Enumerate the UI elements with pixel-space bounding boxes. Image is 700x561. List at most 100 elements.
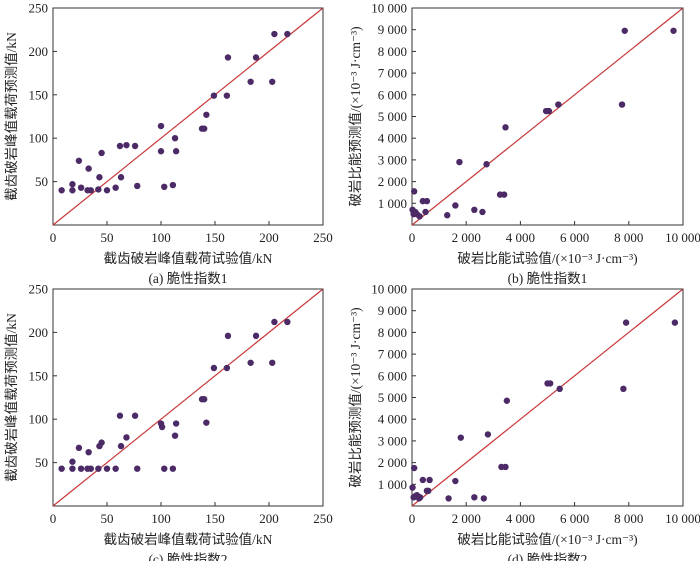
y-tick-label: 2 000 <box>378 455 407 470</box>
data-point <box>425 487 432 495</box>
data-point <box>471 206 478 214</box>
y-tick-label: 50 <box>35 174 48 189</box>
data-point <box>58 187 65 194</box>
data-point <box>201 396 208 403</box>
data-point <box>85 165 92 172</box>
data-point <box>480 495 488 502</box>
data-point <box>483 161 490 168</box>
x-axis-label: 截齿破岩峰值载荷试验值/kN <box>104 251 273 266</box>
y-tick-label: 4 000 <box>378 131 407 146</box>
data-point <box>269 78 276 85</box>
data-point <box>117 174 125 181</box>
scatter-panel-a: 0 50 100 150 200 250 50 100 150 200 250 截齿破岩峰值载荷试验值… <box>4 1 333 287</box>
plot-frame <box>52 7 324 226</box>
y-axis-label: 破岩比能预测值/(×10⁻³ J·cm⁻³) <box>348 26 363 206</box>
data-point <box>445 495 452 502</box>
data-point <box>670 27 677 34</box>
y-tick-label: 9 000 <box>378 303 407 318</box>
data-point <box>77 465 85 472</box>
x-tick-label: 10 000 <box>665 230 700 245</box>
data-point <box>284 30 291 38</box>
panel-caption: (c) 脆性指数2 <box>148 551 227 561</box>
data-point <box>161 465 168 472</box>
y-tick-label: 10 000 <box>371 282 407 297</box>
data-point <box>621 27 628 34</box>
y-tick-label: 100 <box>29 131 49 146</box>
y-tick-label: 9 000 <box>378 22 407 37</box>
data-point <box>131 142 139 150</box>
data-point <box>423 197 431 205</box>
y-tick-label: 50 <box>35 455 48 470</box>
x-tick-label: 8 000 <box>614 511 643 526</box>
y-tick-label: 5 000 <box>378 390 407 405</box>
y-tick-label: 6 000 <box>378 368 407 383</box>
x-tick-label: 250 <box>313 511 333 526</box>
data-point <box>622 319 630 326</box>
y-tick-label: 8 000 <box>378 44 407 59</box>
reference-line-y-equals-x <box>411 7 684 226</box>
panel-caption: (b) 脆性指数1 <box>508 270 588 286</box>
data-point <box>123 434 130 441</box>
y-tick-label: 2 000 <box>378 174 407 189</box>
data-point <box>134 182 141 190</box>
data-point <box>555 101 562 108</box>
scatter-panel-c: 0 50 100 150 200 250 50 100 150 200 250 截齿破岩峰值载荷试验值… <box>4 282 333 561</box>
data-point <box>479 208 486 216</box>
data-point <box>422 208 429 216</box>
y-tick-label: 1 000 <box>378 196 407 211</box>
panel-caption: (a) 脆性指数1 <box>148 270 227 286</box>
data-point <box>171 432 179 439</box>
data-point <box>157 122 165 130</box>
x-tick-label: 10 000 <box>665 511 700 526</box>
data-point <box>95 465 102 472</box>
data-point <box>75 444 83 452</box>
data-point <box>252 54 260 61</box>
data-point <box>284 318 291 326</box>
data-point <box>112 184 119 191</box>
data-point <box>98 149 105 157</box>
data-point <box>172 148 180 155</box>
x-tick-label: 200 <box>259 511 279 526</box>
data-point <box>416 213 423 220</box>
data-point <box>484 431 492 438</box>
x-axis-label: 截齿破岩峰值载荷试验值/kN <box>104 532 273 547</box>
data-point <box>210 364 218 372</box>
data-point <box>452 477 459 485</box>
x-tick-label: 0 <box>409 230 416 245</box>
y-axis-label: 截齿破岩峰值载荷预测值/kN <box>4 313 19 482</box>
x-tick-label: 200 <box>259 230 279 245</box>
data-point <box>103 465 111 472</box>
data-point <box>620 385 627 393</box>
x-tick-label: 4 000 <box>506 511 535 526</box>
data-point <box>69 187 76 194</box>
y-tick-label: 8 000 <box>378 325 407 340</box>
data-point <box>161 183 168 191</box>
data-point <box>410 188 418 195</box>
x-tick-label: 4 000 <box>506 230 535 245</box>
y-tick-label: 250 <box>29 1 49 16</box>
y-axis-label: 截齿破岩峰值载荷预测值/kN <box>4 32 19 201</box>
data-point <box>203 111 210 118</box>
data-point <box>502 124 509 131</box>
y-tick-label: 3 000 <box>378 152 407 167</box>
data-point <box>75 157 83 164</box>
plot-frame <box>52 288 324 507</box>
y-tick-label: 7 000 <box>378 66 407 81</box>
x-tick-label: 100 <box>151 230 171 245</box>
y-tick-label: 7 000 <box>378 347 407 362</box>
x-tick-label: 0 <box>50 511 57 526</box>
data-point <box>77 184 85 191</box>
data-point <box>556 385 563 393</box>
y-tick-label: 5 000 <box>378 109 407 124</box>
x-axis-label: 破岩比能试验值/(×10⁻³ J·cm⁻³) <box>457 251 637 266</box>
x-tick-label: 8 000 <box>614 230 643 245</box>
data-point <box>618 101 626 108</box>
data-point <box>223 364 231 372</box>
data-point <box>252 332 260 340</box>
y-tick-label: 200 <box>29 44 49 59</box>
scatter-panel-d: 0 2 000 4 000 6 000 8 000 10 000 1 000 2 000 3 0… <box>348 282 700 561</box>
data-point <box>116 142 124 150</box>
data-point <box>223 92 231 99</box>
data-point <box>157 148 165 155</box>
data-point <box>116 412 124 419</box>
